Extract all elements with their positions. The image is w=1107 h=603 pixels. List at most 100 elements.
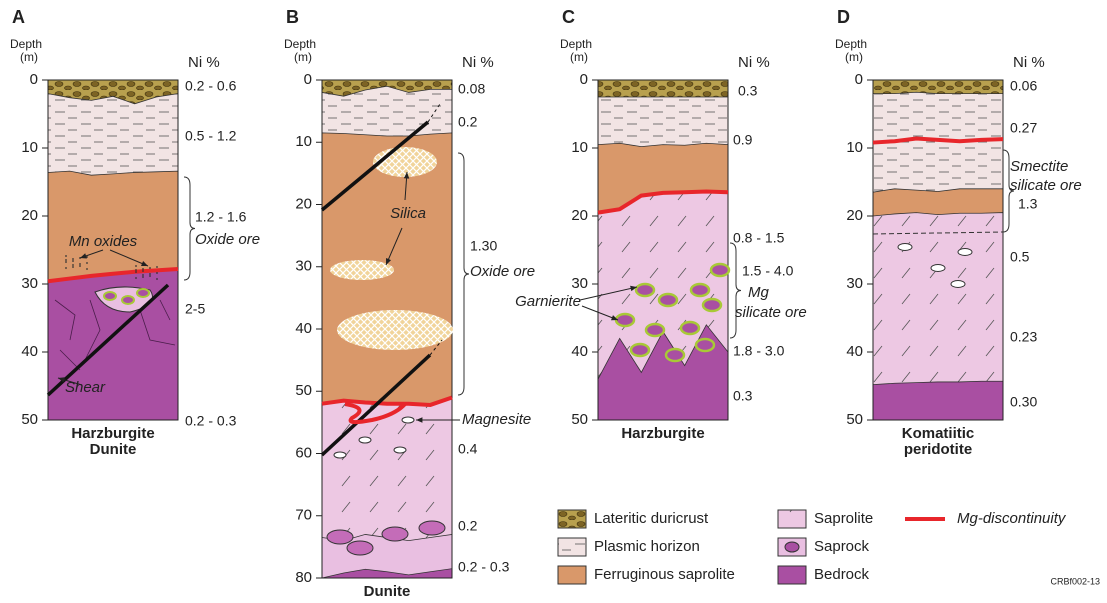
annotation: Silica <box>390 205 426 222</box>
saprock-blob <box>347 541 373 555</box>
legend-label: Mg-discontinuity <box>957 510 1067 527</box>
depth-tick-label: 10 <box>295 133 312 150</box>
ni-value: 0.2 <box>458 518 478 534</box>
legend-blob <box>785 542 799 552</box>
legend-swatch <box>558 538 586 556</box>
garnierite-blob <box>681 322 699 334</box>
ore-label: Oxide ore <box>470 263 535 280</box>
mn-oxide-dot <box>156 266 158 268</box>
depth-tick-label: 30 <box>846 275 863 292</box>
mn-oxide-dot <box>72 258 74 260</box>
garnierite-blob <box>696 339 714 351</box>
mn-oxide-dot <box>149 267 151 269</box>
depth-label: Depth <box>10 37 42 51</box>
rock-name: peridotite <box>904 441 972 458</box>
ni-value: 1.2 - 1.6 <box>195 209 247 225</box>
garnierite-blob <box>666 349 684 361</box>
rock-name: Dunite <box>90 441 137 458</box>
depth-tick-label: 0 <box>30 71 38 88</box>
legend-swatch <box>778 510 806 528</box>
legend-swatch <box>558 510 586 528</box>
magnesite <box>402 417 414 423</box>
depth-tick-label: 30 <box>571 275 588 292</box>
mn-oxide-dot <box>135 265 137 267</box>
depth-tick-label: 50 <box>295 382 312 399</box>
ni-value: 1.3 <box>1018 196 1038 212</box>
silica <box>373 147 437 177</box>
ni-value: 1.30 <box>470 238 497 254</box>
ni-label: Ni % <box>1013 54 1045 71</box>
mn-oxide-dot <box>86 268 88 270</box>
mn-oxide-dot <box>149 275 151 277</box>
mn-oxide-dot <box>135 277 137 279</box>
garnierite-blob <box>659 294 677 306</box>
figure-code: CRBf002-13 <box>1050 576 1100 586</box>
ni-label: Ni % <box>462 54 494 71</box>
mn-oxide-dot <box>79 263 81 265</box>
magnesite <box>359 437 371 443</box>
depth-tick-label: 20 <box>571 207 588 224</box>
garnierite-blob <box>616 314 634 326</box>
mn-oxide-dot <box>65 255 67 257</box>
legend-label: Lateritic duricrust <box>594 510 709 527</box>
ni-value: 0.5 - 1.2 <box>185 128 237 144</box>
ni-value: 0.2 - 0.3 <box>458 559 510 575</box>
panel-label: B <box>286 7 299 27</box>
rock-name: Dunite <box>364 583 411 600</box>
mn-oxide-dot <box>142 274 144 276</box>
ni-value: 1.5 - 4.0 <box>742 263 794 279</box>
depth-tick-label: 40 <box>295 320 312 337</box>
magnesite <box>334 452 346 458</box>
legend-label: Saprolite <box>814 510 873 527</box>
ni-value: 0.8 - 1.5 <box>733 230 785 246</box>
annotation: Mn oxides <box>69 233 138 250</box>
ni-value: 0.06 <box>1010 78 1037 94</box>
legend-swatch <box>778 566 806 584</box>
annotation: Magnesite <box>462 411 531 428</box>
mn-oxide-dot <box>135 271 137 273</box>
saprock-blob <box>419 521 445 535</box>
mn-oxide-dot <box>135 269 137 271</box>
mn-oxide-dot <box>142 276 144 278</box>
depth-tick-label: 30 <box>21 275 38 292</box>
ni-value: 0.3 <box>738 83 758 99</box>
depth-tick-label: 10 <box>846 139 863 156</box>
garnierite-blob <box>104 292 116 300</box>
garnierite-blob <box>646 324 664 336</box>
ni-value: 1.8 - 3.0 <box>733 343 785 359</box>
depth-tick-label: 40 <box>21 343 38 360</box>
ni-value: 0.4 <box>458 441 478 457</box>
legend-label: Saprock <box>814 538 870 555</box>
ni-label: Ni % <box>188 54 220 71</box>
silica <box>330 260 394 280</box>
rock-name: Harzburgite <box>71 425 154 442</box>
mn-oxide-dot <box>149 273 151 275</box>
ni-value: 0.2 <box>458 114 478 130</box>
magnesite <box>951 281 965 288</box>
depth-tick-label: 20 <box>846 207 863 224</box>
depth-unit: (m) <box>570 50 588 64</box>
garnierite-blob <box>711 264 729 276</box>
mn-oxide-dot <box>72 266 74 268</box>
ni-value: 0.23 <box>1010 329 1037 345</box>
ni-value: 0.2 - 0.6 <box>185 78 237 94</box>
depth-unit: (m) <box>294 50 312 64</box>
ore-label: Mg <box>748 284 769 301</box>
garnierite-blob <box>122 296 134 304</box>
ni-value: 0.2 - 0.3 <box>185 413 237 429</box>
depth-tick-label: 50 <box>21 411 38 428</box>
ni-value: 0.5 <box>1010 249 1030 265</box>
mn-oxide-dot <box>72 264 74 266</box>
panel-label: C <box>562 7 575 27</box>
panel-label: D <box>837 7 850 27</box>
garnierite-blob <box>691 284 709 296</box>
ni-value: 0.9 <box>733 132 753 148</box>
figure: ADepth(m)Ni %010203040500.2 - 0.60.5 - 1… <box>0 0 1107 603</box>
ore-label: silicate ore <box>1010 177 1082 194</box>
depth-tick-label: 40 <box>571 343 588 360</box>
depth-tick-label: 40 <box>846 343 863 360</box>
depth-tick-label: 0 <box>855 71 863 88</box>
depth-tick-label: 0 <box>580 71 588 88</box>
depth-label: Depth <box>284 37 316 51</box>
rock-name: Komatiitic <box>902 425 975 442</box>
